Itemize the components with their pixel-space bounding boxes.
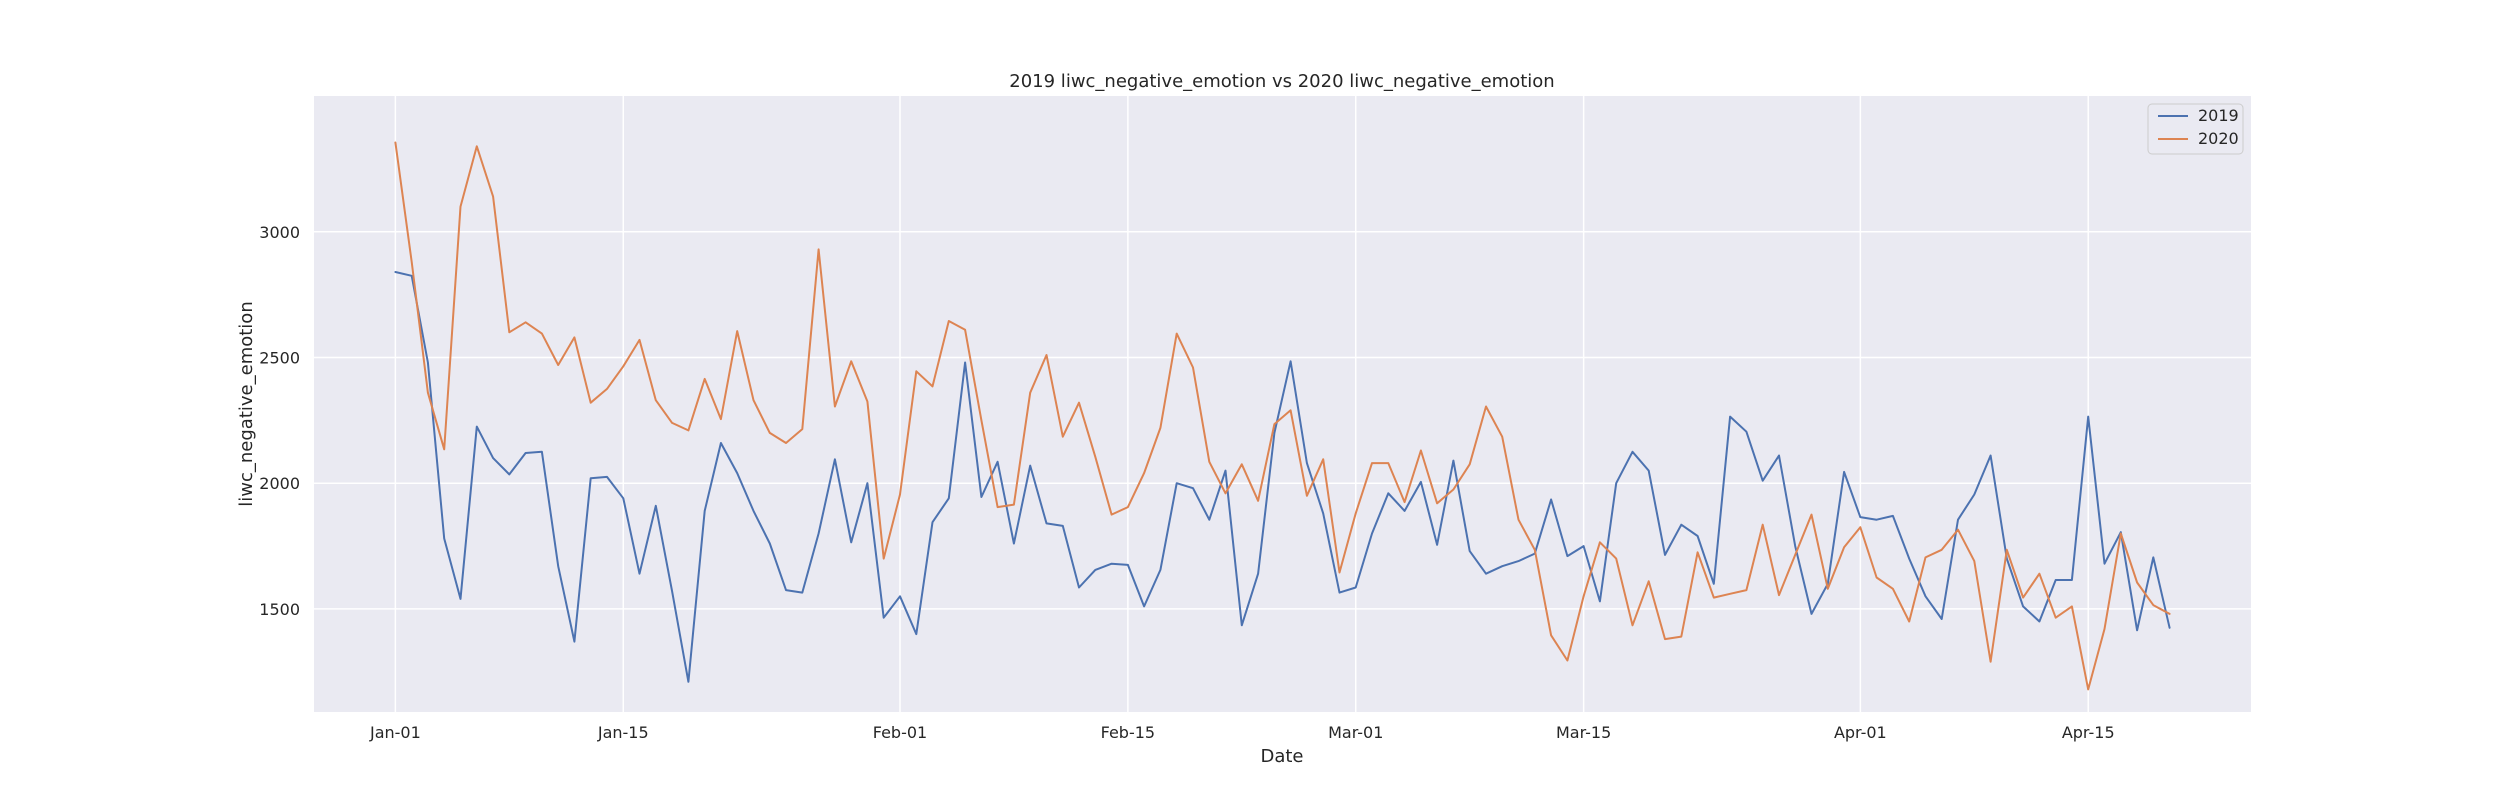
series-lines xyxy=(394,141,2171,691)
x-tick-label: Feb-01 xyxy=(873,723,927,742)
x-tick-label: Apr-15 xyxy=(2062,723,2115,742)
y-tick-label: 1500 xyxy=(259,600,300,619)
series-line-2019 xyxy=(394,271,2171,683)
plot-area xyxy=(314,96,2251,712)
x-tick-label: Mar-15 xyxy=(1556,723,1611,742)
x-axis-label: Date xyxy=(1260,746,1303,767)
x-tick-labels: Jan-01 Jan-15 Feb-01 Feb-15 Mar-01 Mar-15 Apr-… xyxy=(369,723,2115,742)
y-tick-label: 3000 xyxy=(259,223,300,242)
legend-label-2019: 2019 xyxy=(2198,106,2239,125)
y-tick-label: 2000 xyxy=(259,474,300,493)
legend-label-2020: 2020 xyxy=(2198,129,2239,148)
legend: 2019 2020 xyxy=(2147,103,2244,155)
x-tick-label: Jan-01 xyxy=(369,723,421,742)
x-tick-label: Apr-01 xyxy=(1834,723,1887,742)
y-tick-labels: 1500 2000 2500 3000 xyxy=(259,223,300,619)
y-axis-label: liwc_negative_emotion xyxy=(236,301,257,506)
y-tick-label: 2500 xyxy=(259,348,300,367)
x-tick-label: Mar-01 xyxy=(1328,723,1383,742)
x-tick-label: Jan-15 xyxy=(597,723,649,742)
grid xyxy=(314,96,2251,712)
chart-title: 2019 liwc_negative_emotion vs 2020 liwc_… xyxy=(1009,71,1554,92)
x-tick-label: Feb-15 xyxy=(1101,723,1155,742)
series-line-2020 xyxy=(394,141,2171,691)
